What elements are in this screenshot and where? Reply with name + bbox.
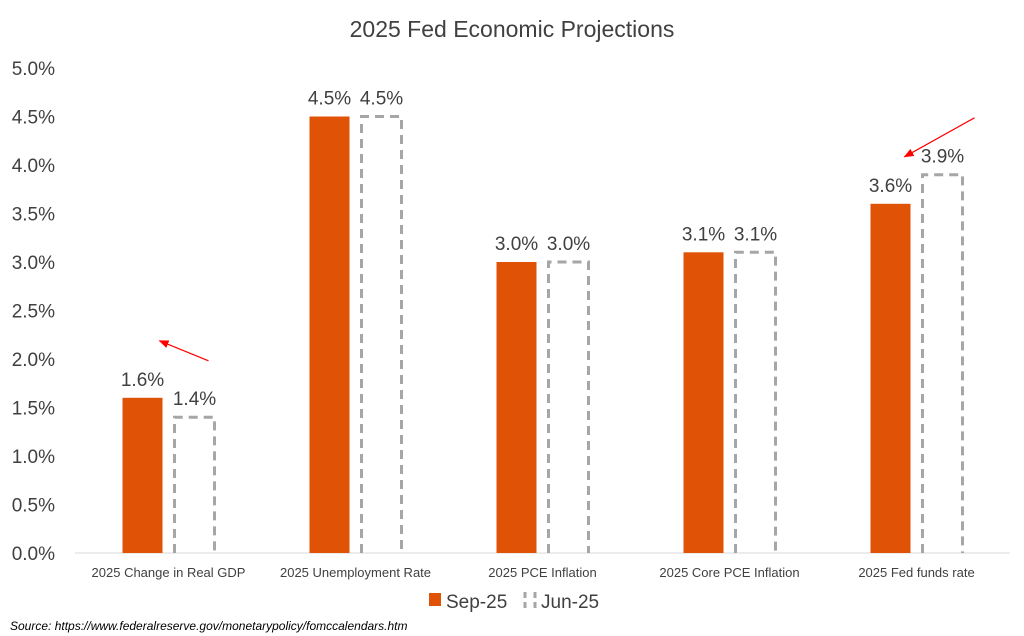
y-tick-label: 1.5%	[12, 399, 55, 420]
legend-label: Jun-25	[541, 592, 599, 613]
legend-label: Sep-25	[446, 592, 507, 613]
x-tick-label: 2025 Core PCE Inflation	[659, 565, 799, 580]
bars-group	[122, 115, 964, 554]
x-tick-label: 2025 Unemployment Rate	[280, 565, 431, 580]
y-tick-label: 2.0%	[12, 350, 55, 371]
data-label: 1.4%	[173, 389, 216, 410]
data-labels-group: 1.6% 1.4% 4.5% 4.5% 3.0% 3.0% 3.1% 3.1% 3.6% 3.9%	[121, 89, 964, 411]
bar-jun-25	[734, 250, 777, 553]
y-tick-label: 2.5%	[12, 302, 55, 323]
bar-jun-25	[173, 415, 216, 553]
data-label: 3.6%	[869, 176, 912, 197]
legend-swatch-sep-25	[429, 593, 441, 606]
data-label: 3.1%	[682, 224, 725, 245]
annotation-arrow-up	[158, 340, 209, 362]
y-tick-label: 1.0%	[12, 447, 55, 468]
y-tick-label: 4.0%	[12, 156, 55, 177]
y-tick-label: 4.5%	[12, 108, 55, 129]
x-tick-label: 2025 Fed funds rate	[858, 565, 974, 580]
y-tick-label: 5.0%	[12, 59, 55, 80]
y-tick-label: 0.5%	[12, 496, 55, 517]
y-tick-label: 3.5%	[12, 205, 55, 226]
x-axis: 2025 Change in Real GDP 2025 Unemployment…	[92, 565, 975, 580]
source-note: Source: https://www.federalreserve.gov/m…	[10, 619, 408, 633]
x-tick-label: 2025 PCE Inflation	[488, 565, 596, 580]
bar-sep-25	[496, 262, 537, 553]
y-tick-label: 0.0%	[12, 544, 55, 565]
data-label: 3.9%	[921, 147, 964, 168]
data-label: 3.0%	[495, 234, 538, 255]
chart-title: 2025 Fed Economic Projections	[350, 16, 675, 42]
data-label: 3.0%	[547, 234, 590, 255]
y-axis: 0.0% 0.5% 1.0% 1.5% 2.0% 2.5% 3.0% 3.5% 4.0% 4.5%…	[12, 59, 55, 565]
bar-jun-25	[547, 260, 590, 553]
bar-sep-25	[870, 203, 911, 554]
bar-sep-25	[683, 252, 724, 554]
annotations-group	[158, 117, 975, 362]
y-tick-label: 3.0%	[12, 253, 55, 274]
bar-jun-25	[360, 115, 403, 553]
data-label: 3.1%	[734, 224, 777, 245]
data-label: 4.5%	[360, 89, 403, 110]
data-label: 1.6%	[121, 370, 164, 391]
bar-sep-25	[309, 116, 350, 553]
legend: Sep-25 Jun-25	[429, 592, 599, 613]
x-tick-label: 2025 Change in Real GDP	[92, 565, 246, 580]
bar-sep-25	[122, 397, 163, 553]
data-label: 4.5%	[308, 89, 351, 110]
annotation-arrow-down	[903, 117, 975, 158]
bar-jun-25	[921, 173, 964, 553]
